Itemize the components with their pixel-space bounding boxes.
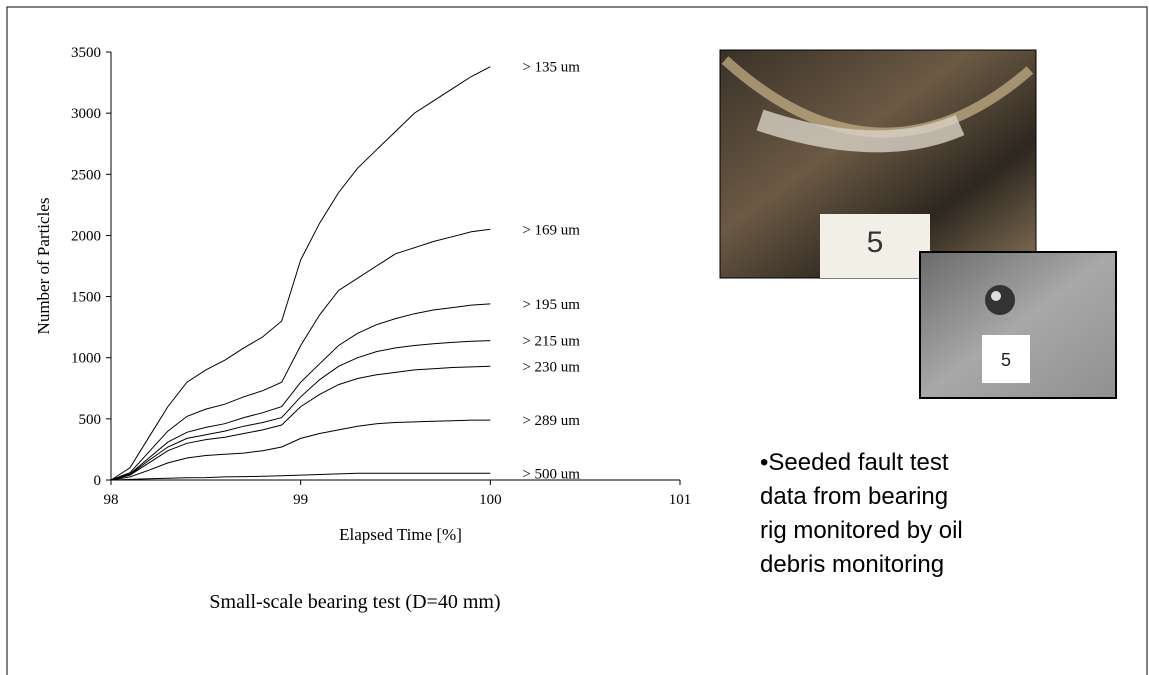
series-line xyxy=(110,340,491,481)
bullet-line: •Seeded fault test xyxy=(760,449,949,476)
x-tick-label: 100 xyxy=(479,492,502,508)
legend-label: > 215 um xyxy=(522,334,580,350)
y-axis-title: Number of Particles xyxy=(34,198,53,335)
bullet-text: •Seeded fault test data from bearing rig m… xyxy=(760,449,963,578)
x-axis-title: Elapsed Time [%] xyxy=(339,525,462,544)
caption: Small-scale bearing test (D=40 mm) xyxy=(209,591,500,613)
bullet-line: data from bearing xyxy=(760,483,948,510)
bullet-line: rig monitored by oil xyxy=(760,517,963,544)
series-line xyxy=(110,66,491,481)
x-tick-label: 98 xyxy=(104,492,119,508)
y-tick-label: 3000 xyxy=(71,106,101,122)
series-line xyxy=(110,419,491,481)
y-tick-label: 0 xyxy=(94,473,102,489)
bullet-line: debris monitoring xyxy=(760,551,944,578)
series-line xyxy=(110,365,491,481)
photo-bearing: 5 xyxy=(719,49,1037,279)
series-line xyxy=(110,228,491,481)
svg-text:5: 5 xyxy=(1001,350,1011,370)
series-line xyxy=(110,303,491,481)
y-tick-label: 2000 xyxy=(71,228,101,244)
x-tick-label: 99 xyxy=(293,492,308,508)
y-tick-label: 3500 xyxy=(71,45,101,61)
legend-label: > 500 um xyxy=(522,466,580,482)
y-tick-label: 2500 xyxy=(71,167,101,183)
legend-label: > 135 um xyxy=(522,60,580,76)
svg-text:5: 5 xyxy=(867,226,884,259)
series-line xyxy=(110,472,491,481)
legend-label: > 230 um xyxy=(522,359,580,375)
y-tick-label: 500 xyxy=(79,412,102,428)
photo-ball: 5 xyxy=(919,251,1117,399)
y-tick-label: 1500 xyxy=(71,290,101,306)
chart: 0 500 1000 1500 2000 2500 3000 3500 98 99 100 101 El… xyxy=(34,45,691,544)
legend-label: > 289 um xyxy=(522,413,580,429)
legend-label: > 195 um xyxy=(522,297,580,313)
x-tick-label: 101 xyxy=(669,492,692,508)
legend-label: > 169 um xyxy=(522,222,580,238)
slide-border xyxy=(6,6,1148,675)
y-tick-label: 1000 xyxy=(71,351,101,367)
